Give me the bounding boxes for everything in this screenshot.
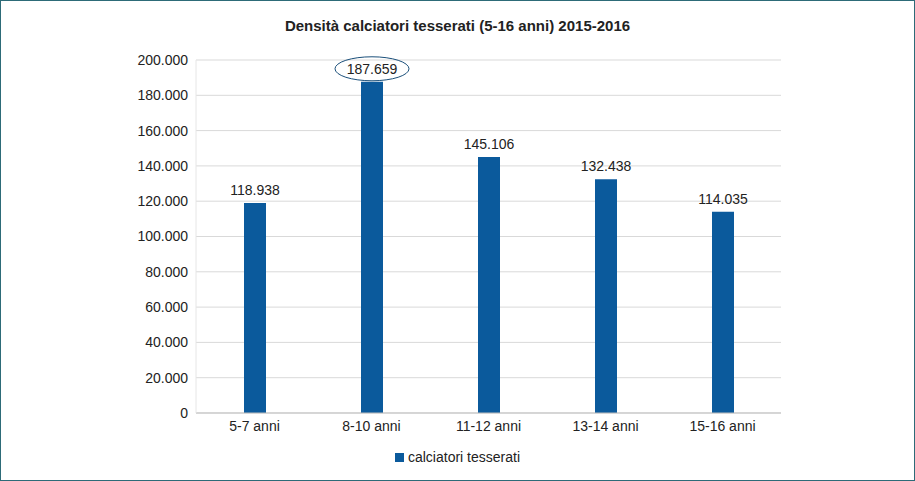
svg-text:114.035: 114.035 [698,191,748,207]
svg-text:140.000: 140.000 [137,158,188,174]
svg-text:80.000: 80.000 [145,264,188,280]
svg-text:60.000: 60.000 [145,299,188,315]
svg-text:120.000: 120.000 [137,193,188,209]
svg-text:8-10 anni: 8-10 anni [342,418,400,434]
svg-text:15-16 anni: 15-16 anni [689,418,755,434]
svg-text:118.938: 118.938 [230,182,280,198]
svg-text:180.000: 180.000 [137,87,188,103]
html-text:Densità calciatori tesserati (: Densità calciatori tesserati (5-16 anni)… [284,17,631,34]
svg-text:13-14 anni: 13-14 anni [572,418,638,434]
svg-text:145.106: 145.106 [464,136,515,152]
svg-text:160.000: 160.000 [137,123,188,139]
html-text:calciatori tesserati: calciatori tesserati [408,449,520,465]
svg-text:40.000: 40.000 [145,334,188,350]
svg-text:11-12 anni: 11-12 anni [456,418,521,434]
svg-text:200.000: 200.000 [137,52,188,68]
svg-text:0: 0 [180,405,188,421]
svg-text:100.000: 100.000 [137,228,188,244]
svg-text:5-7 anni: 5-7 anni [229,418,280,434]
svg-text:132.438: 132.438 [581,158,632,174]
svg-text:20.000: 20.000 [145,370,188,386]
svg-text:187.659: 187.659 [347,61,398,77]
